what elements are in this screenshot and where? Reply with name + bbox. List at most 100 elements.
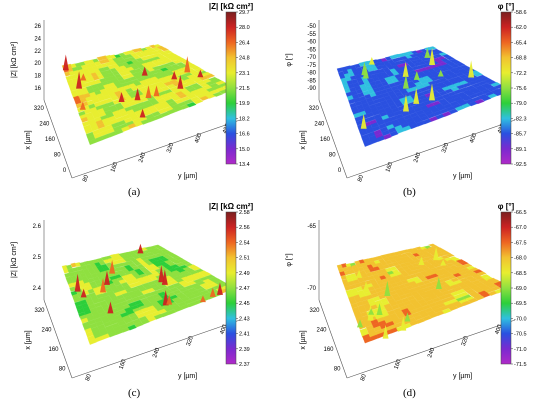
z-tick-label: -70	[307, 286, 316, 292]
colorbar-tick-label: -89.1	[514, 147, 527, 153]
surface-cell	[158, 83, 168, 89]
y-tick-label: 400	[494, 323, 503, 335]
x-tick-label: 240	[39, 121, 50, 127]
surface-cell	[204, 73, 216, 79]
z-tick-label: 26	[34, 24, 41, 30]
surface-cell	[474, 295, 485, 301]
surface-spike	[429, 47, 436, 65]
colorbar-title: φ [°]	[498, 2, 515, 11]
colorbar-tick-label: 15.0	[239, 147, 250, 153]
surface-cell	[187, 80, 198, 86]
colorbar-tick-label: 2.39	[239, 347, 250, 353]
x-axis-label: x [µm]	[25, 330, 32, 349]
surface-cell	[172, 59, 182, 64]
surface-spike	[413, 71, 420, 80]
z-tick-label: -65	[307, 224, 316, 230]
y-tick-label: 80	[357, 174, 365, 183]
surface-spike	[413, 87, 420, 104]
surface-group	[61, 44, 237, 146]
colorbar-tick-label: 16.6	[239, 132, 250, 138]
colorbar: |Z| [kΩ cm²]29.7 28.0 26.4 24.8 23.1 21.5 19.9…	[209, 2, 254, 168]
colorbar-tick-label: -69.5	[514, 301, 527, 307]
y-axis-line	[346, 119, 516, 179]
surface-cell	[481, 96, 492, 102]
chart-panel-c: 2.6 2.5 2.4 |Z| [kΩ cm²] 320 240 160 80 x [µm] 80…	[0, 200, 275, 400]
surface-spike	[400, 316, 407, 331]
colorbar-tick-label: -79.0	[514, 101, 527, 107]
surface-cell	[454, 105, 465, 111]
x-tick-label: 320	[34, 106, 45, 112]
y-axis-label: y [µm]	[178, 373, 197, 380]
surface-spike	[418, 256, 425, 265]
surface-cell	[389, 55, 397, 60]
colorbar-tick-label: -75.6	[514, 86, 527, 92]
surface-spike	[402, 74, 409, 89]
surface-spike	[158, 265, 165, 283]
colorbar-tick-label: -72.2	[514, 71, 527, 77]
caption-d: (d)	[403, 387, 416, 399]
colorbar-tick-label: 26.4	[239, 40, 250, 46]
y-tick-label: 400	[219, 323, 228, 335]
colorbar-gradient	[500, 11, 512, 165]
colorbar-tick-label: -70.5	[514, 332, 527, 338]
z-tick-label: -70	[307, 55, 316, 61]
x-axis-label: x [µm]	[300, 330, 307, 349]
surface-spike	[80, 73, 87, 81]
surface-spike	[435, 277, 442, 290]
surface-cell	[212, 91, 224, 97]
colorbar-tick-label: -71.5	[514, 362, 527, 368]
surface-spike	[103, 270, 110, 285]
surface-cell	[474, 98, 485, 105]
surface-cell	[121, 125, 131, 132]
surface-cell	[473, 72, 484, 77]
surface-spike	[184, 56, 191, 73]
colorbar-tick-label: -67.0	[514, 225, 527, 231]
colorbar-tick-label: -68.8	[514, 56, 527, 62]
x-tick-label: 80	[59, 366, 66, 372]
axes-group: -65 -70 φ [°] 320 240 160 80 x [µm] 80 160 240 320 4…	[285, 220, 516, 382]
y-tick-label: 320	[166, 142, 175, 154]
colorbar-tick-label: 21.5	[239, 86, 250, 92]
surface-spike	[356, 269, 363, 278]
surface-cell	[180, 260, 191, 265]
colorbar-tick-label: 2.54	[239, 240, 250, 246]
z-tick-label: 2.4	[33, 286, 42, 292]
colorbar-tick-label: 29.7	[239, 10, 250, 16]
y-tick-label: 240	[427, 347, 436, 359]
chart-svg-c: 2.6 2.5 2.4 |Z| [kΩ cm²] 320 240 160 80 x [µm] 80…	[11, 202, 253, 382]
surface-cell	[127, 324, 137, 331]
x-axis-line	[43, 299, 73, 379]
colorbar-gradient	[500, 211, 512, 365]
y-tick-label: 320	[441, 142, 450, 154]
surface-spike	[363, 281, 370, 292]
surface-group	[61, 243, 237, 345]
y-tick-label: 400	[194, 132, 203, 144]
surface-spike	[197, 69, 204, 78]
y-axis-line	[346, 319, 516, 379]
colorbar-title: φ [°]	[498, 202, 515, 211]
colorbar-tick-label: 24.8	[239, 56, 250, 62]
colorbar-tick-label: -82.3	[514, 116, 527, 122]
z-axis-label: φ [°]	[285, 53, 293, 66]
surface-spike	[74, 273, 81, 292]
surface-cell	[160, 111, 170, 118]
y-tick-label: 80	[360, 373, 368, 382]
x-tick-label: 0	[338, 168, 342, 174]
z-tick-label: 2.5	[33, 255, 42, 261]
surface-cell	[191, 266, 201, 271]
colorbar-tick-label: -71.0	[514, 347, 527, 353]
surface-cell	[462, 263, 473, 268]
x-tick-label: 320	[309, 106, 320, 112]
x-axis-line	[43, 99, 73, 179]
x-tick-label: 160	[323, 347, 334, 353]
surface-cell	[160, 47, 170, 52]
y-axis-line	[71, 319, 241, 379]
chart-svg-a: 26 24 22 20 18 16 |Z| [kΩ cm²] 320 240 160 80 0 x [µ…	[11, 2, 254, 183]
colorbar-tick-label: -65.4	[514, 40, 527, 46]
y-tick-label: 320	[461, 335, 470, 347]
z-tick-label: 24	[34, 36, 41, 42]
colorbar-gradient	[225, 11, 237, 165]
colorbar-tick-label: -67.5	[514, 240, 527, 246]
surface-cell	[441, 308, 452, 314]
colorbar-tick-label: -92.5	[514, 162, 527, 168]
